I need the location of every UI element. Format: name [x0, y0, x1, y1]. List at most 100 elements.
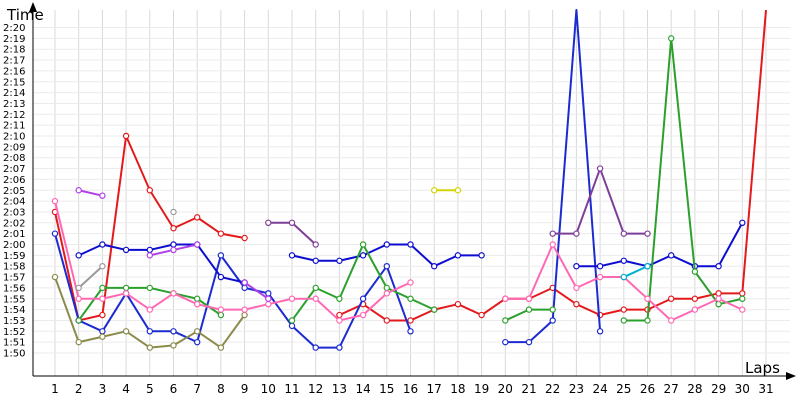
- x-tick-label: 31: [758, 382, 773, 396]
- data-point: [573, 284, 580, 292]
- data-point: [620, 317, 628, 324]
- data-point: [122, 132, 130, 140]
- data-point: [99, 192, 106, 199]
- data-point: [265, 300, 272, 308]
- data-point: [525, 306, 533, 313]
- y-tick-label: 2:04: [3, 197, 25, 208]
- data-point: [715, 295, 722, 302]
- data-point: [359, 252, 367, 259]
- data-point: [739, 306, 746, 313]
- x-tick-label: 13: [332, 382, 347, 396]
- series-4: [75, 35, 746, 324]
- y-tick-label: 2:20: [3, 23, 25, 34]
- data-point: [691, 268, 699, 275]
- series-10: [620, 263, 651, 281]
- y-tick-label: 2:18: [3, 45, 25, 56]
- data-point: [407, 317, 414, 324]
- data-point: [739, 295, 746, 302]
- y-axis-arrow: [29, 2, 37, 12]
- y-tick-label: 2:05: [3, 186, 25, 197]
- y-tick-label: 2:15: [3, 77, 25, 88]
- data-point: [478, 311, 485, 319]
- data-point: [336, 317, 343, 324]
- x-tick-label: 27: [664, 382, 679, 396]
- data-point: [217, 344, 225, 351]
- data-point: [170, 241, 177, 248]
- data-point: [502, 295, 509, 302]
- data-point: [431, 187, 438, 194]
- series-line: [244, 281, 269, 300]
- series-line: [78, 189, 103, 197]
- series-line: [54, 200, 411, 322]
- series-lines: [51, 9, 767, 351]
- series-8: [75, 208, 177, 292]
- data-point: [383, 241, 390, 248]
- series-line: [576, 222, 744, 268]
- y-tick-label: 1:52: [3, 327, 25, 338]
- data-point: [691, 306, 699, 313]
- data-point: [288, 322, 296, 330]
- x-tick-label: 22: [545, 382, 560, 396]
- x-tick-label: 28: [687, 382, 702, 396]
- y-tick-label: 2:13: [3, 99, 25, 110]
- data-point: [573, 300, 580, 308]
- x-axis-title: Laps: [745, 359, 780, 377]
- series-3: [75, 219, 746, 286]
- data-point: [359, 295, 367, 302]
- data-point: [265, 219, 272, 226]
- y-tick-label: 1:51: [3, 338, 25, 349]
- data-point: [715, 290, 722, 297]
- data-point: [668, 252, 675, 259]
- data-point: [99, 263, 106, 270]
- data-point: [170, 290, 177, 297]
- data-point: [383, 290, 390, 297]
- data-point: [193, 214, 201, 221]
- data-point: [241, 306, 248, 313]
- data-point: [75, 284, 82, 292]
- data-point: [288, 252, 296, 259]
- data-point: [193, 328, 201, 335]
- data-point: [122, 284, 130, 292]
- x-tick-label: 2: [75, 382, 83, 396]
- y-tick-label: 2:14: [3, 88, 25, 99]
- y-axis-title: Time: [6, 6, 44, 24]
- y-tick-label: 1:57: [3, 273, 25, 284]
- data-point: [549, 241, 556, 248]
- data-point: [359, 311, 367, 319]
- data-point: [241, 234, 248, 242]
- series-5: [51, 273, 248, 351]
- data-point: [383, 317, 390, 324]
- data-point: [75, 252, 82, 259]
- y-tick-label: 2:08: [3, 153, 25, 164]
- data-point: [99, 328, 106, 335]
- x-tick-label: 17: [427, 382, 442, 396]
- data-point: [217, 273, 225, 281]
- data-point: [193, 241, 201, 248]
- data-point: [75, 295, 82, 302]
- data-point: [193, 295, 201, 302]
- series-line: [54, 233, 412, 349]
- data-point: [288, 317, 296, 324]
- data-point: [241, 279, 248, 286]
- data-point: [407, 279, 414, 286]
- x-tick-label: 1: [51, 382, 59, 396]
- y-tick-label: 2:01: [3, 229, 25, 240]
- data-point: [146, 284, 153, 292]
- y-tick-label: 2:00: [3, 240, 25, 251]
- data-point: [51, 273, 59, 281]
- data-point: [549, 306, 556, 313]
- data-point: [51, 230, 59, 237]
- data-point: [502, 338, 509, 346]
- y-tick-label: 2:10: [3, 132, 25, 143]
- data-point: [193, 300, 201, 308]
- data-point: [573, 263, 580, 270]
- x-axis-arrow: [786, 372, 796, 380]
- data-point: [170, 246, 177, 254]
- data-point: [146, 252, 153, 259]
- data-point: [75, 317, 82, 324]
- data-point: [217, 306, 225, 313]
- y-tick-label: 1:55: [3, 294, 25, 305]
- data-point: [454, 300, 462, 308]
- data-point: [620, 230, 628, 237]
